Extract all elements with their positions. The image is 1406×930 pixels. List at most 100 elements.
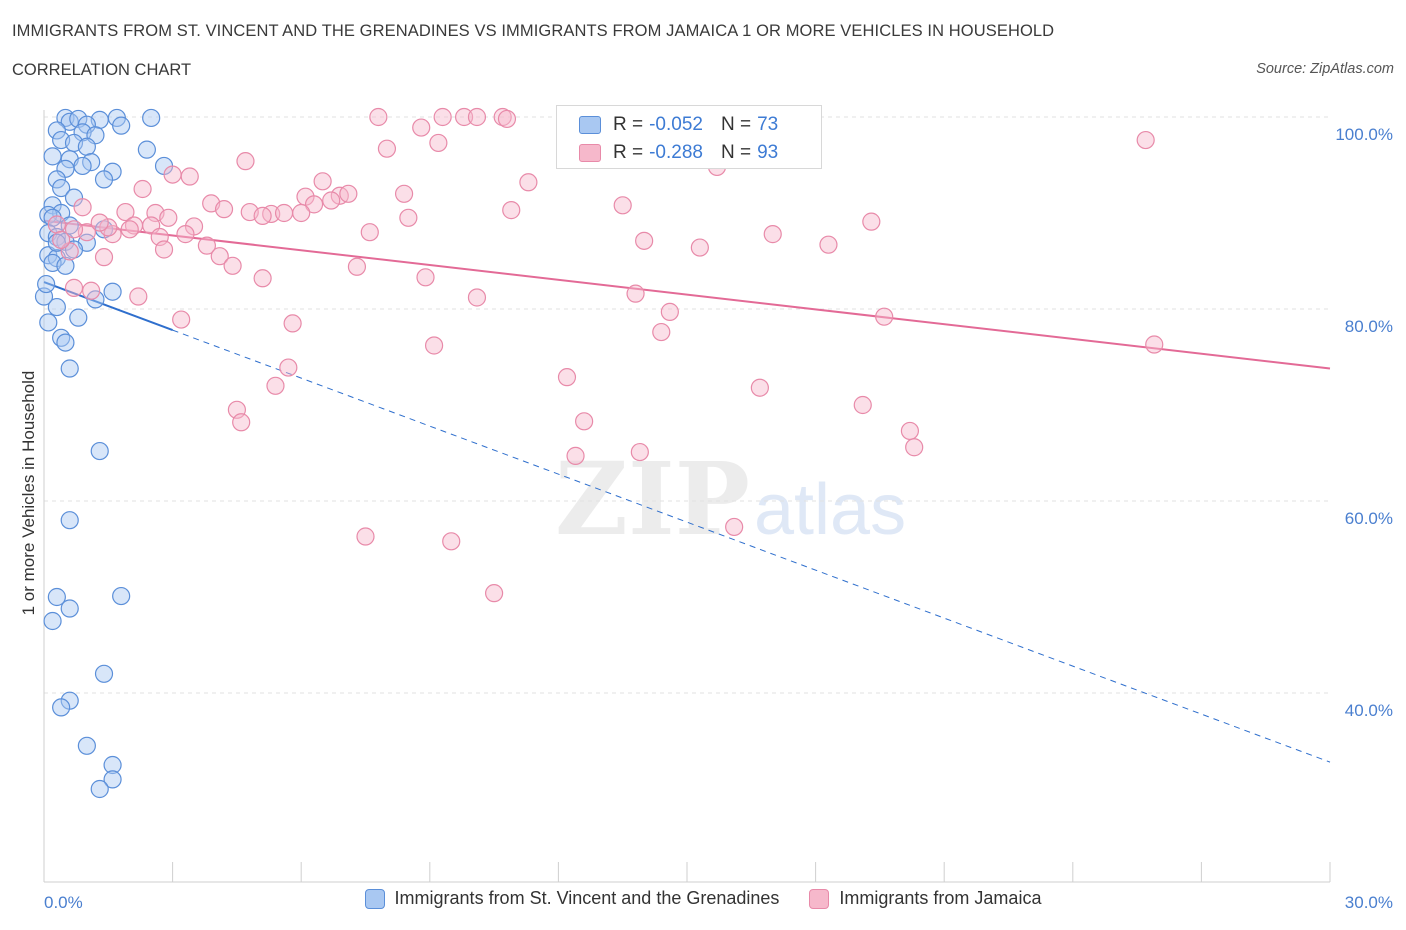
point-jamaica xyxy=(819,235,838,254)
point-st-vincent xyxy=(52,698,71,717)
point-st-vincent xyxy=(37,274,56,294)
x-tick-label: 0.0% xyxy=(44,893,83,912)
trend-lines xyxy=(43,219,1331,763)
chart-title: IMMIGRANTS FROM ST. VINCENT AND THE GREN… xyxy=(12,22,1055,40)
stats-swatch-pink xyxy=(579,144,601,162)
point-jamaica xyxy=(313,172,332,191)
point-jamaica xyxy=(176,225,195,244)
legend-label: Immigrants from St. Vincent and the Gren… xyxy=(394,888,780,908)
point-jamaica xyxy=(210,247,229,266)
point-jamaica xyxy=(163,165,182,184)
point-jamaica xyxy=(279,358,298,377)
point-st-vincent xyxy=(90,441,109,461)
point-st-vincent xyxy=(39,313,58,332)
point-st-vincent xyxy=(47,170,66,189)
point-jamaica xyxy=(116,202,135,222)
point-jamaica xyxy=(750,378,769,397)
point-jamaica xyxy=(159,208,178,227)
chart-subtitle: CORRELATION CHART xyxy=(12,61,192,79)
n-label: N = xyxy=(720,142,752,163)
point-jamaica xyxy=(223,256,242,275)
source-credit: Source: ZipAtlas.com xyxy=(1256,61,1394,77)
point-jamaica xyxy=(360,223,379,242)
y-axis-title: 1 or more Vehicles in Household xyxy=(19,371,38,616)
point-jamaica xyxy=(566,446,585,465)
n-label: N = xyxy=(720,114,752,135)
point-jamaica xyxy=(347,257,367,276)
trendline-st-vincent xyxy=(172,329,1331,763)
point-jamaica xyxy=(900,421,920,441)
point-st-vincent xyxy=(43,611,62,631)
axis-labels: 100.0% 80.0% 60.0% 40.0% 0.0% 30.0% 1 or more … xyxy=(19,125,1393,912)
point-jamaica xyxy=(467,107,487,127)
point-jamaica xyxy=(172,310,191,329)
point-jamaica xyxy=(283,314,302,333)
point-jamaica xyxy=(304,195,324,214)
point-jamaica xyxy=(502,201,521,220)
stats-row-blue: R = -0.052 N = 73 xyxy=(579,114,778,136)
point-jamaica xyxy=(725,517,744,537)
point-jamaica xyxy=(630,442,649,462)
point-jamaica xyxy=(369,107,388,127)
point-jamaica xyxy=(660,302,679,321)
point-jamaica xyxy=(274,203,294,223)
point-jamaica xyxy=(557,368,577,387)
point-jamaica xyxy=(322,191,341,210)
legend-swatch-blue xyxy=(364,888,385,909)
point-jamaica xyxy=(154,240,174,259)
point-st-vincent xyxy=(77,736,96,755)
point-jamaica xyxy=(613,196,632,215)
trendline-jamaica xyxy=(43,219,1331,370)
n-value: 93 xyxy=(757,142,779,163)
point-jamaica xyxy=(433,107,452,127)
legend-item-st-vincent[interactable]: Immigrants from St. Vincent and the Gren… xyxy=(364,888,780,909)
point-st-vincent xyxy=(86,290,105,309)
point-jamaica xyxy=(120,220,139,239)
point-st-vincent xyxy=(90,779,109,799)
r-value: -0.052 xyxy=(649,114,703,135)
point-jamaica xyxy=(73,198,92,217)
point-st-vincent xyxy=(112,116,131,135)
point-jamaica xyxy=(64,220,84,239)
point-jamaica xyxy=(253,269,272,288)
point-jamaica xyxy=(442,532,461,551)
point-st-vincent xyxy=(82,153,101,172)
point-jamaica xyxy=(180,167,199,186)
point-jamaica xyxy=(356,527,375,546)
point-st-vincent xyxy=(47,121,66,140)
point-jamaica xyxy=(394,184,414,203)
point-jamaica xyxy=(82,281,101,300)
legend-item-jamaica[interactable]: Immigrants from Jamaica xyxy=(809,888,1041,909)
point-jamaica xyxy=(416,268,435,287)
point-jamaica xyxy=(133,179,152,199)
point-st-vincent xyxy=(112,586,131,606)
y-tick-label: 80.0% xyxy=(1345,317,1393,336)
point-jamaica xyxy=(853,395,872,415)
point-jamaica xyxy=(399,208,418,227)
point-jamaica xyxy=(266,376,285,395)
point-jamaica xyxy=(90,213,109,232)
point-st-vincent xyxy=(47,297,66,317)
point-jamaica xyxy=(424,336,444,355)
point-jamaica xyxy=(94,248,114,267)
r-label: R = xyxy=(613,142,644,163)
point-jamaica xyxy=(763,225,782,244)
point-jamaica xyxy=(197,236,216,255)
point-jamaica xyxy=(652,322,671,342)
point-jamaica xyxy=(635,231,654,250)
point-jamaica xyxy=(454,107,474,127)
point-jamaica xyxy=(129,287,148,306)
point-jamaica xyxy=(905,438,924,457)
stats-swatch-blue xyxy=(579,116,601,134)
n-value: 73 xyxy=(757,114,779,135)
point-jamaica xyxy=(47,215,66,234)
point-jamaica xyxy=(339,184,358,203)
point-jamaica xyxy=(236,152,255,171)
point-jamaica xyxy=(875,307,894,326)
point-st-vincent xyxy=(56,333,75,352)
y-tick-label: 100.0% xyxy=(1335,125,1393,144)
point-jamaica xyxy=(292,203,311,223)
point-jamaica xyxy=(497,109,517,129)
point-st-vincent xyxy=(56,256,75,275)
r-value: -0.288 xyxy=(649,142,703,163)
